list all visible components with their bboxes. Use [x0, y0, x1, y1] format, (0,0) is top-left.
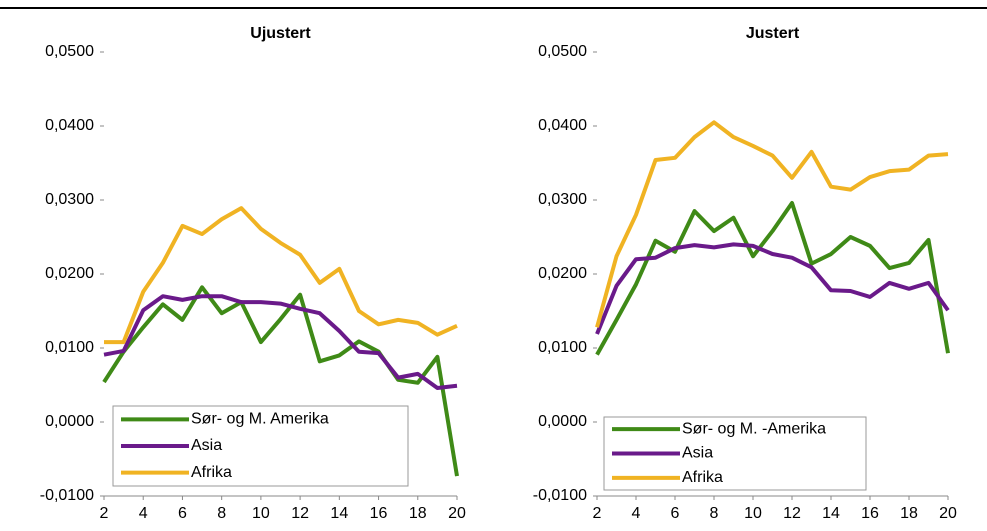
x-tick-label: 2 — [100, 505, 109, 522]
series-line — [595, 120, 949, 328]
x-tick-label: 20 — [939, 505, 957, 522]
series-line — [595, 200, 950, 356]
x-tick-label: 18 — [900, 505, 918, 522]
y-tick-label: 0,0500 — [45, 43, 94, 60]
y-tick-label: 0,0300 — [45, 191, 94, 208]
x-tick-label: 10 — [744, 505, 762, 522]
y-tick-label: 0,0100 — [45, 339, 94, 356]
y-tick-label: 0,0200 — [45, 265, 94, 282]
x-tick-label: 16 — [861, 505, 879, 522]
y-tick-label: 0,0000 — [538, 413, 587, 430]
y-tick-label: 0,0100 — [538, 339, 587, 356]
legend-label: Afrika — [682, 469, 723, 486]
y-tick-label: 0,0300 — [538, 191, 587, 208]
x-tick-label: 14 — [330, 505, 348, 522]
y-tick-label: -0,0100 — [40, 487, 94, 504]
x-tick-label: 2 — [593, 505, 602, 522]
legend-label: Asia — [682, 445, 713, 462]
y-tick-label: 0,0400 — [45, 117, 94, 134]
chart-title: Ujustert — [250, 25, 311, 42]
x-tick-label: 10 — [252, 505, 270, 522]
legend-label: Sør- og M. Amerika — [191, 411, 329, 428]
x-tick-label: 20 — [448, 505, 466, 522]
x-tick-label: 14 — [822, 505, 840, 522]
y-tick-label: 0,0500 — [538, 43, 587, 60]
x-tick-label: 6 — [178, 505, 187, 522]
x-tick-label: 4 — [139, 505, 148, 522]
x-tick-label: 4 — [632, 505, 641, 522]
x-tick-label: 8 — [217, 505, 226, 522]
legend-label: Asia — [191, 437, 222, 454]
x-tick-label: 18 — [409, 505, 427, 522]
x-tick-label: 12 — [291, 505, 309, 522]
x-tick-label: 6 — [671, 505, 680, 522]
chart-title: Justert — [746, 25, 800, 42]
y-tick-label: 0,0400 — [538, 117, 587, 134]
x-tick-label: 16 — [370, 505, 388, 522]
series-line — [102, 285, 459, 477]
y-tick-label: -0,0100 — [533, 487, 587, 504]
y-tick-label: 0,0000 — [45, 413, 94, 430]
legend-label: Afrika — [191, 464, 232, 481]
series-line — [103, 294, 458, 390]
series-line — [104, 206, 458, 345]
series-line — [595, 242, 950, 335]
legend-label: Sør- og M. -Amerika — [682, 420, 826, 437]
x-tick-label: 12 — [783, 505, 801, 522]
y-tick-label: 0,0200 — [538, 265, 587, 282]
x-tick-label: 8 — [710, 505, 719, 522]
